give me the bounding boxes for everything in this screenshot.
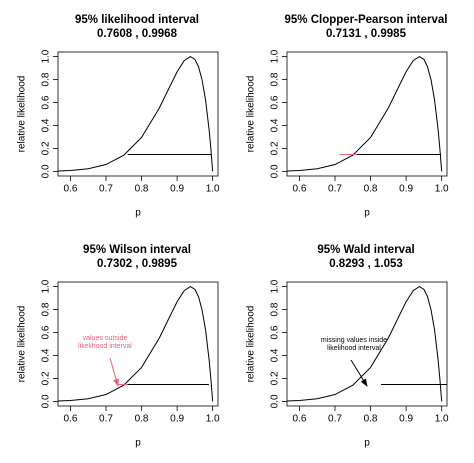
- y-axis-label: relative likelihood: [246, 76, 257, 153]
- x-tick-label: 1.0: [206, 414, 220, 425]
- chart-subtitle: 0.7302 , 0.9895: [97, 258, 178, 270]
- x-axis-label: p: [364, 438, 370, 449]
- y-tick-label: 0.8: [41, 302, 52, 316]
- y-tick-label: 0.8: [41, 72, 52, 86]
- x-tick-label: 0.8: [364, 184, 378, 195]
- x-tick-label: 0.8: [135, 414, 149, 425]
- x-tick-label: 0.6: [292, 414, 306, 425]
- panel: 95% Clopper-Pearson interval 0.7131 , 0.9…: [246, 14, 449, 219]
- likelihood-curve: [58, 55, 214, 172]
- annotation: values outside: [83, 335, 128, 342]
- y-tick-label: 0.2: [41, 371, 52, 385]
- y-tick-label: 0.0: [270, 164, 281, 178]
- chart-subtitle: 0.8293 , 1.053: [329, 258, 403, 270]
- chart-subtitle: 0.7131 , 0.9985: [326, 28, 407, 40]
- chart-title: 95% likelihood interval: [75, 14, 199, 26]
- x-tick-label: 0.7: [99, 414, 113, 425]
- x-tick-label: 0.6: [292, 184, 306, 195]
- x-tick-label: 1.0: [435, 414, 449, 425]
- y-tick-label: 0.6: [270, 325, 281, 339]
- x-tick-label: 0.9: [399, 184, 413, 195]
- y-tick-label: 0.4: [270, 118, 281, 132]
- panel: 95% likelihood interval 0.7608 , 0.9968 0.…: [17, 14, 220, 219]
- annotation: likelihood interval: [78, 343, 132, 350]
- plot-box: [286, 281, 448, 407]
- annotation-arrow: [109, 357, 119, 387]
- x-tick-label: 1.0: [206, 184, 220, 195]
- likelihood-curve: [287, 55, 443, 172]
- annotation: missing values inside: [321, 337, 387, 344]
- y-tick-label: 0.2: [270, 141, 281, 155]
- y-tick-label: 0.4: [41, 118, 52, 132]
- x-tick-label: 0.6: [63, 414, 77, 425]
- y-tick-label: 0.4: [41, 348, 52, 362]
- y-tick-label: 0.4: [270, 348, 281, 362]
- annotation: likelihood interval: [327, 345, 381, 352]
- x-axis-label: p: [364, 208, 370, 219]
- y-tick-label: 0.2: [270, 371, 281, 385]
- x-tick-label: 0.8: [364, 414, 378, 425]
- likelihood-curve: [58, 285, 214, 402]
- y-axis-label: relative likelihood: [17, 76, 28, 153]
- y-axis-label: relative likelihood: [17, 306, 28, 383]
- likelihood-curve: [287, 285, 443, 402]
- y-tick-label: 0.6: [41, 325, 52, 339]
- plot-box: [286, 51, 448, 177]
- y-tick-label: 0.8: [270, 302, 281, 316]
- y-tick-label: 0.0: [270, 394, 281, 408]
- y-tick-label: 1.0: [270, 279, 281, 293]
- panel: 95% Wald interval 0.8293 , 1.053 0.6 0.7 0.8…: [246, 244, 449, 449]
- y-tick-label: 0.8: [270, 72, 281, 86]
- chart-subtitle: 0.7608 , 0.9968: [97, 28, 178, 40]
- x-tick-label: 0.7: [328, 184, 342, 195]
- chart-title: 95% Wald interval: [317, 244, 414, 256]
- y-tick-label: 0.0: [41, 164, 52, 178]
- y-axis-label: relative likelihood: [246, 306, 257, 383]
- y-tick-label: 0.6: [270, 95, 281, 109]
- panel: 95% Wilson interval 0.7302 , 0.9895 0.6 0.7…: [17, 244, 220, 449]
- plot-box: [57, 51, 219, 177]
- x-tick-label: 0.9: [170, 414, 184, 425]
- chart-title: 95% Wilson interval: [83, 244, 191, 256]
- y-tick-label: 1.0: [41, 49, 52, 63]
- x-tick-label: 0.7: [99, 184, 113, 195]
- x-tick-label: 0.9: [170, 184, 184, 195]
- y-tick-label: 0.2: [41, 141, 52, 155]
- y-tick-label: 1.0: [270, 49, 281, 63]
- x-tick-label: 0.6: [63, 184, 77, 195]
- annotation-arrow: [350, 359, 368, 387]
- y-tick-label: 0.0: [41, 394, 52, 408]
- plot-box: [57, 281, 219, 407]
- x-tick-label: 0.8: [135, 184, 149, 195]
- x-tick-label: 1.0: [435, 184, 449, 195]
- x-tick-label: 0.7: [328, 414, 342, 425]
- y-tick-label: 1.0: [41, 279, 52, 293]
- x-axis-label: p: [135, 438, 141, 449]
- x-axis-label: p: [135, 208, 141, 219]
- chart-title: 95% Clopper-Pearson interval: [285, 14, 448, 26]
- y-tick-label: 0.6: [41, 95, 52, 109]
- x-tick-label: 0.9: [399, 414, 413, 425]
